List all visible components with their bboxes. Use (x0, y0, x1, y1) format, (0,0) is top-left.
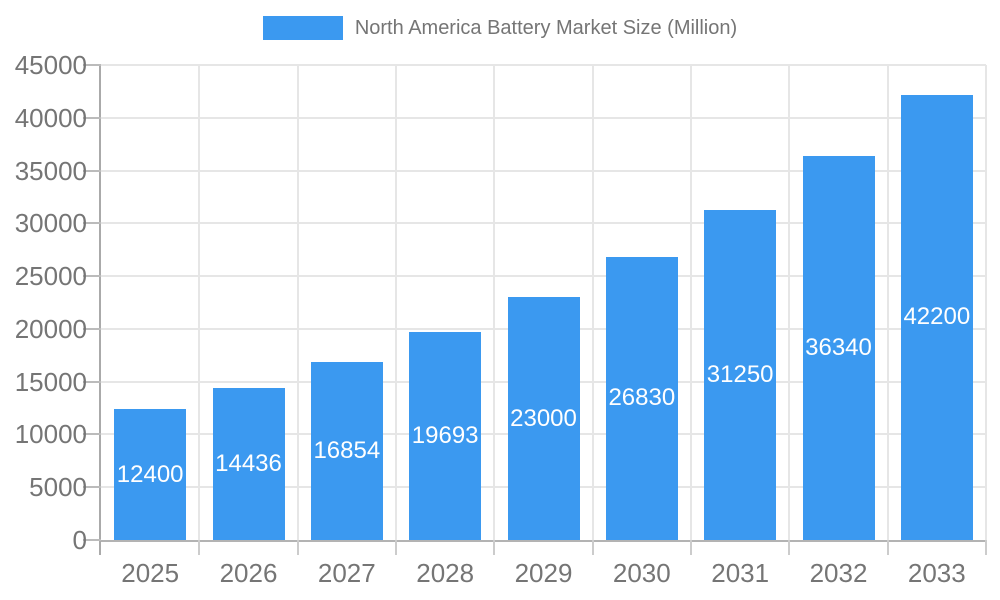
legend-swatch-icon (262, 16, 343, 40)
x-axis-label: 2029 (514, 558, 573, 588)
bar-2027[interactable]: 16854 (310, 362, 383, 540)
gridline-vertical (788, 65, 791, 540)
x-axis-label: 2026 (219, 558, 278, 588)
bar-value-label: 16854 (313, 437, 381, 465)
y-axis-tick (83, 275, 101, 278)
x-axis-tick (296, 540, 299, 555)
legend: North America Battery Market Size (Milli… (0, 16, 1000, 40)
bar-2030[interactable]: 26830 (605, 256, 678, 540)
y-axis-tick (83, 433, 101, 436)
bar-2025[interactable]: 12400 (114, 409, 187, 540)
legend-item[interactable]: North America Battery Market Size (Milli… (262, 16, 738, 40)
gridline-vertical (591, 65, 594, 540)
bar-value-label: 42200 (903, 303, 971, 331)
y-axis-label: 5000 (29, 472, 87, 503)
legend-label: North America Battery Market Size (Milli… (354, 16, 738, 39)
y-axis-tick (83, 222, 101, 225)
x-axis-tick (985, 540, 987, 555)
x-axis-tick (886, 540, 889, 555)
bar-value-label: 31250 (706, 361, 774, 389)
bar-value-label: 12400 (116, 460, 184, 488)
x-axis-tick (493, 540, 496, 555)
x-axis-label: 2025 (121, 558, 180, 588)
plot-area: 12400 14436 16854 19693 23000 26830 31250 36340… (15, 50, 987, 588)
y-axis-label: 20000 (14, 313, 87, 344)
bar-2032[interactable]: 36340 (802, 156, 875, 540)
x-axis-label: 2031 (711, 558, 770, 588)
x-axis-label: 2032 (809, 558, 868, 588)
gridline-horizontal (101, 116, 986, 119)
y-axis-tick (83, 116, 101, 119)
bar-value-label: 23000 (510, 404, 577, 432)
gridline-horizontal (101, 64, 986, 66)
x-axis-tick (198, 540, 201, 555)
y-axis-label: 15000 (14, 366, 87, 397)
y-axis-tick (83, 539, 101, 541)
gridline-vertical (493, 65, 496, 540)
y-axis-tick (83, 327, 101, 330)
bar-value-label: 36340 (805, 334, 872, 362)
y-axis-tick (83, 169, 101, 172)
gridline-vertical (886, 65, 889, 540)
x-axis-label: 2030 (612, 558, 671, 588)
y-axis-tick (83, 486, 101, 489)
bar-value-label: 14436 (215, 449, 282, 477)
x-axis-label: 2033 (907, 558, 966, 588)
gridline-horizontal (101, 222, 986, 225)
y-axis-tick (83, 64, 101, 66)
y-axis-label: 35000 (14, 155, 87, 186)
y-axis-label: 10000 (14, 419, 87, 450)
y-axis-label: 0 (72, 525, 87, 555)
x-axis-label: 2028 (416, 558, 475, 588)
gridline-vertical (985, 65, 987, 540)
x-axis-tick (690, 540, 692, 555)
bar-2028[interactable]: 19693 (409, 332, 482, 540)
y-axis-label: 45000 (14, 50, 87, 80)
gridline-vertical (395, 65, 397, 540)
x-axis-tick (788, 540, 791, 555)
bar-2031[interactable]: 31250 (704, 210, 777, 540)
bar-2033[interactable]: 42200 (900, 94, 973, 540)
x-axis-tick (395, 540, 397, 555)
y-axis-label: 25000 (14, 261, 87, 292)
gridline-vertical (296, 65, 299, 540)
bar-value-label: 19693 (411, 422, 479, 450)
x-axis-tick (591, 540, 594, 555)
y-axis-label: 30000 (14, 208, 87, 239)
y-axis-line (99, 65, 101, 555)
bar-2029[interactable]: 23000 (507, 297, 580, 540)
bar-2026[interactable]: 14436 (212, 387, 285, 540)
gridline-vertical (690, 65, 692, 540)
gridline-horizontal (101, 169, 986, 172)
x-axis-label: 2027 (317, 558, 376, 588)
x-axis-line (101, 540, 986, 542)
gridline-vertical (198, 65, 201, 540)
bar-value-label: 26830 (608, 384, 676, 412)
y-axis-tick (83, 380, 101, 383)
y-axis-label: 40000 (14, 102, 87, 133)
gridline-horizontal (101, 275, 986, 278)
